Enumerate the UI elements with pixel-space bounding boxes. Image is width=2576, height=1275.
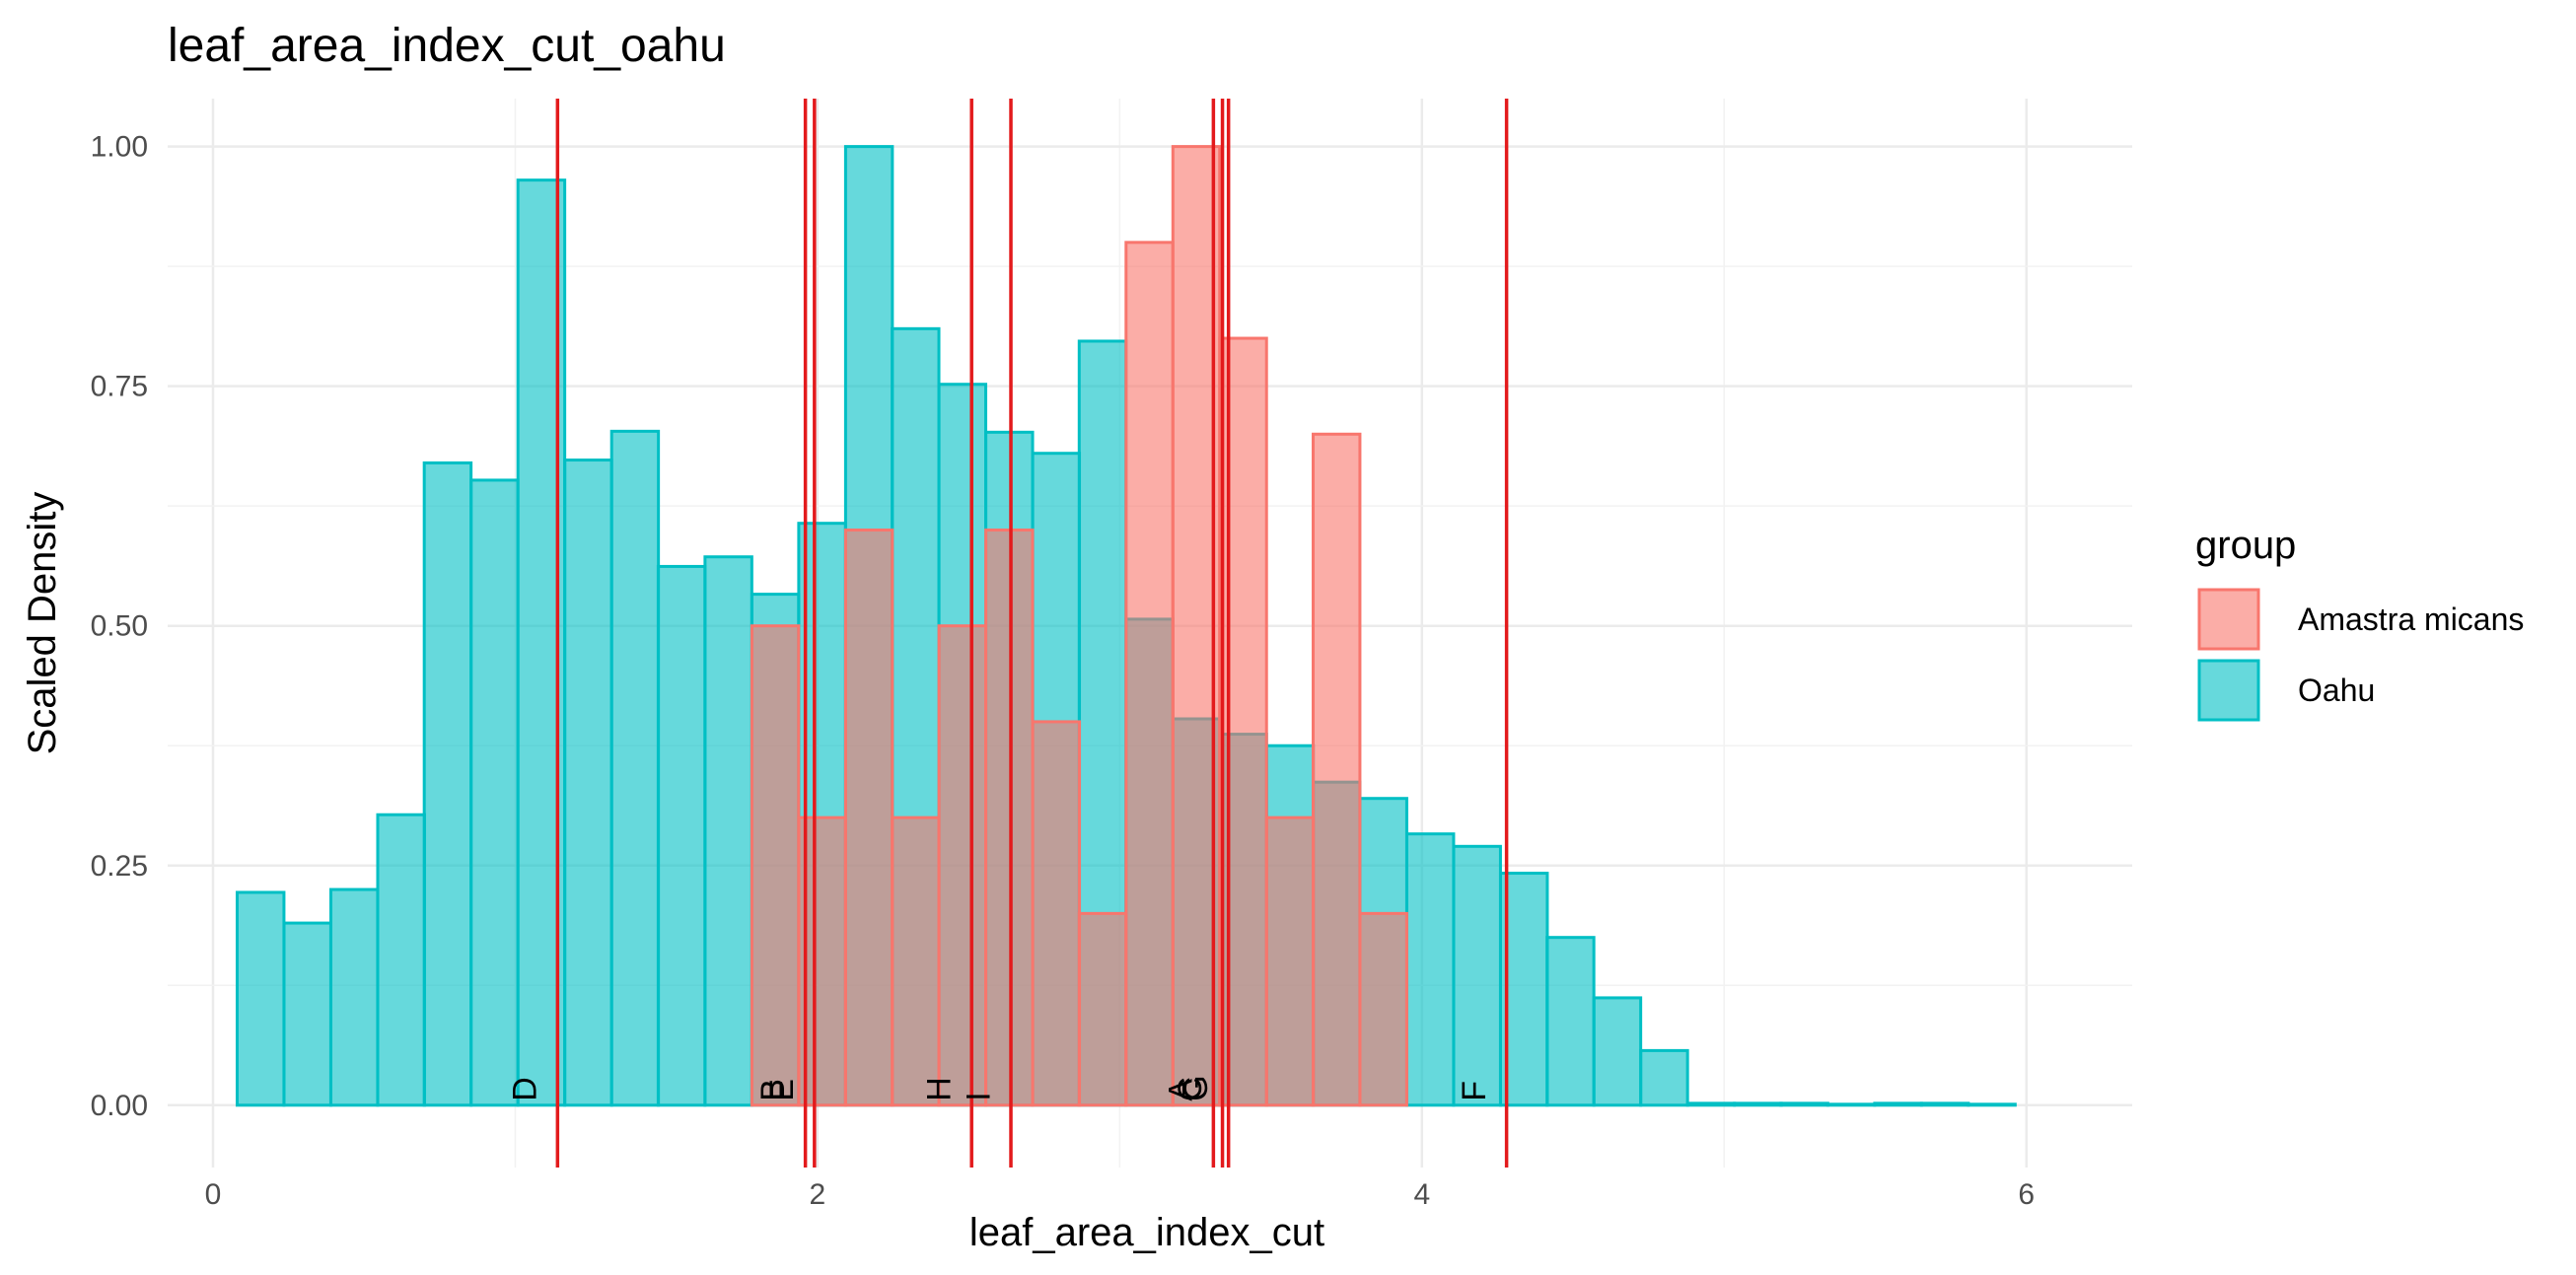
bar-oahu — [376, 813, 426, 1107]
bar-oahu — [1452, 844, 1502, 1107]
bar-oahu — [656, 564, 707, 1107]
legend-key — [2197, 659, 2260, 722]
bar-amastra-micans — [750, 624, 801, 1107]
bar-oahu — [1592, 996, 1643, 1107]
y-tick-label: 0.00 — [91, 1090, 148, 1122]
bar-oahu — [1498, 872, 1549, 1107]
bar-amastra-micans — [937, 624, 988, 1107]
legend-title: group — [2195, 524, 2296, 567]
x-tick-label: 2 — [810, 1178, 826, 1211]
bar-oahu — [1404, 832, 1456, 1107]
x-axis-title: leaf_area_index_cut — [969, 1211, 1324, 1254]
bar-amastra-micans — [1264, 815, 1316, 1107]
reference-line-label: H — [921, 1077, 959, 1101]
bar-oahu — [422, 460, 473, 1107]
bar-oahu — [282, 921, 332, 1107]
bar-amastra-micans — [843, 528, 894, 1107]
bar-oahu — [235, 890, 286, 1107]
bar-oahu — [469, 478, 520, 1107]
bar-oahu — [1685, 1101, 1737, 1107]
bar-oahu — [563, 459, 613, 1107]
y-tick-label: 0.25 — [91, 850, 148, 883]
reference-line-label: G — [1178, 1075, 1215, 1100]
bar-oahu — [1733, 1101, 1783, 1107]
reference-line-label: D — [507, 1077, 544, 1101]
reference-line-label: I — [960, 1092, 997, 1100]
y-tick-label: 0.75 — [91, 371, 148, 403]
bar-oahu — [1545, 936, 1596, 1107]
bar-oahu — [1873, 1101, 1923, 1107]
chart-title: leaf_area_index_cut_oahu — [168, 20, 726, 72]
reference-line-label: F — [1456, 1081, 1493, 1101]
x-axis-ticks: 0 2 4 6 — [205, 1178, 2035, 1211]
y-tick-label: 0.50 — [91, 610, 148, 643]
bar-amastra-micans — [1311, 432, 1362, 1107]
bar-oahu — [1967, 1102, 2017, 1107]
bar-oahu — [1639, 1048, 1689, 1107]
reference-lines: D BE H I ACG F — [507, 99, 1509, 1168]
reference-line-label: B — [754, 1079, 792, 1101]
histogram-bars — [235, 145, 2017, 1107]
x-tick-label: 4 — [1413, 1178, 1430, 1211]
bar-amastra-micans — [1218, 336, 1268, 1107]
legend-label: Amastra micans — [2298, 602, 2524, 637]
bar-amastra-micans — [1124, 241, 1175, 1107]
reference-line-label: E — [763, 1079, 801, 1101]
bar-amastra-micans — [1031, 720, 1082, 1107]
legend: group Amastra micans Oahu — [2195, 524, 2524, 722]
y-axis-ticks: 0.00 0.25 0.50 0.75 1.00 — [91, 131, 148, 1122]
x-tick-label: 0 — [205, 1178, 222, 1211]
x-tick-label: 6 — [2018, 1178, 2035, 1211]
legend-label: Oahu — [2298, 673, 2375, 708]
legend-key — [2197, 588, 2260, 651]
reference-line-label: A — [1163, 1079, 1200, 1101]
bar-oahu — [1779, 1101, 1829, 1107]
bar-oahu — [703, 555, 753, 1107]
y-tick-label: 1.00 — [91, 131, 148, 164]
bar-oahu — [609, 429, 661, 1107]
bar-amastra-micans — [891, 815, 941, 1107]
bar-oahu — [328, 887, 380, 1107]
bar-amastra-micans — [1077, 911, 1128, 1107]
bar-amastra-micans — [1358, 911, 1408, 1107]
y-axis-title: Scaled Density — [21, 492, 64, 755]
reference-line-label: C — [1172, 1077, 1209, 1101]
bar-oahu — [1919, 1101, 1970, 1107]
bar-oahu — [1825, 1102, 1877, 1107]
